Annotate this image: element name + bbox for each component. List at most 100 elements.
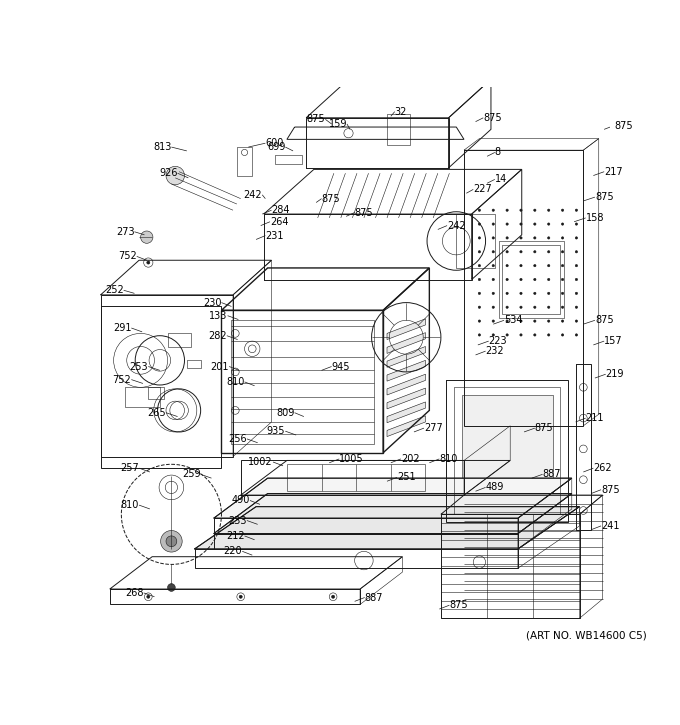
Text: 257: 257 bbox=[120, 463, 139, 473]
Circle shape bbox=[547, 209, 550, 212]
Text: 268: 268 bbox=[125, 588, 143, 598]
Text: 242: 242 bbox=[243, 190, 262, 200]
Circle shape bbox=[492, 278, 494, 281]
Circle shape bbox=[534, 209, 536, 212]
Circle shape bbox=[478, 292, 481, 294]
Circle shape bbox=[534, 306, 536, 308]
Circle shape bbox=[506, 306, 508, 308]
Text: 223: 223 bbox=[489, 336, 507, 346]
Text: 752: 752 bbox=[118, 252, 137, 262]
Text: 277: 277 bbox=[424, 423, 443, 433]
Circle shape bbox=[506, 292, 508, 294]
Text: 232: 232 bbox=[486, 346, 504, 356]
Polygon shape bbox=[194, 507, 579, 549]
Text: 291: 291 bbox=[113, 323, 131, 333]
Circle shape bbox=[520, 209, 522, 212]
Text: 273: 273 bbox=[116, 227, 135, 237]
Text: 242: 242 bbox=[447, 220, 466, 231]
Circle shape bbox=[534, 237, 536, 239]
Text: 699: 699 bbox=[267, 142, 286, 152]
Text: 875: 875 bbox=[595, 315, 613, 326]
Text: 253: 253 bbox=[130, 362, 148, 371]
Circle shape bbox=[547, 320, 550, 322]
Text: 752: 752 bbox=[113, 375, 131, 384]
Text: 810: 810 bbox=[439, 454, 458, 464]
Text: 875: 875 bbox=[307, 115, 326, 125]
Circle shape bbox=[520, 292, 522, 294]
Text: 217: 217 bbox=[604, 167, 623, 177]
Circle shape bbox=[562, 334, 564, 336]
Text: 211: 211 bbox=[585, 413, 604, 423]
Polygon shape bbox=[387, 374, 426, 395]
Circle shape bbox=[506, 209, 508, 212]
Circle shape bbox=[575, 237, 577, 239]
Circle shape bbox=[520, 265, 522, 267]
Circle shape bbox=[575, 320, 577, 322]
Text: 14: 14 bbox=[495, 175, 507, 184]
Text: 32: 32 bbox=[394, 107, 407, 117]
Text: 1005: 1005 bbox=[339, 454, 364, 464]
Circle shape bbox=[239, 595, 242, 598]
Circle shape bbox=[562, 237, 564, 239]
Circle shape bbox=[332, 595, 335, 598]
Circle shape bbox=[492, 237, 494, 239]
Circle shape bbox=[478, 306, 481, 308]
Text: 256: 256 bbox=[228, 434, 247, 444]
Text: 490: 490 bbox=[232, 495, 250, 505]
Circle shape bbox=[547, 223, 550, 225]
Text: 241: 241 bbox=[601, 521, 619, 531]
Circle shape bbox=[520, 223, 522, 225]
Circle shape bbox=[562, 306, 564, 308]
Circle shape bbox=[547, 265, 550, 267]
Text: 600: 600 bbox=[265, 138, 284, 148]
Circle shape bbox=[492, 251, 494, 253]
Circle shape bbox=[534, 292, 536, 294]
Text: 282: 282 bbox=[208, 331, 227, 341]
Text: 231: 231 bbox=[265, 231, 284, 241]
Circle shape bbox=[562, 265, 564, 267]
Text: 157: 157 bbox=[604, 336, 623, 346]
Polygon shape bbox=[387, 360, 426, 381]
Circle shape bbox=[492, 334, 494, 336]
Text: 926: 926 bbox=[159, 168, 177, 178]
Circle shape bbox=[506, 320, 508, 322]
Circle shape bbox=[506, 237, 508, 239]
Circle shape bbox=[547, 306, 550, 308]
Text: 887: 887 bbox=[364, 592, 383, 602]
Text: 202: 202 bbox=[401, 454, 420, 464]
Text: 265: 265 bbox=[148, 407, 166, 418]
Circle shape bbox=[562, 292, 564, 294]
Text: 887: 887 bbox=[543, 469, 561, 479]
Text: 489: 489 bbox=[486, 482, 504, 492]
Text: 935: 935 bbox=[267, 426, 286, 436]
Circle shape bbox=[478, 334, 481, 336]
Circle shape bbox=[562, 320, 564, 322]
Polygon shape bbox=[214, 478, 572, 518]
Text: 251: 251 bbox=[397, 473, 415, 482]
Circle shape bbox=[520, 306, 522, 308]
Polygon shape bbox=[387, 416, 426, 436]
Circle shape bbox=[506, 251, 508, 253]
Text: 945: 945 bbox=[332, 362, 350, 371]
Circle shape bbox=[478, 278, 481, 281]
Circle shape bbox=[534, 334, 536, 336]
Text: 809: 809 bbox=[276, 407, 294, 418]
Polygon shape bbox=[387, 402, 426, 423]
Circle shape bbox=[478, 265, 481, 267]
Circle shape bbox=[575, 334, 577, 336]
Circle shape bbox=[492, 223, 494, 225]
Text: 264: 264 bbox=[270, 217, 288, 227]
Circle shape bbox=[478, 209, 481, 212]
Circle shape bbox=[506, 223, 508, 225]
Text: 201: 201 bbox=[211, 362, 229, 371]
Circle shape bbox=[562, 209, 564, 212]
Circle shape bbox=[534, 320, 536, 322]
Text: 875: 875 bbox=[535, 423, 554, 433]
Circle shape bbox=[492, 292, 494, 294]
Polygon shape bbox=[387, 333, 426, 353]
Circle shape bbox=[520, 320, 522, 322]
Text: 875: 875 bbox=[595, 192, 613, 202]
Polygon shape bbox=[387, 319, 426, 339]
Text: 875: 875 bbox=[355, 207, 373, 218]
Circle shape bbox=[160, 531, 182, 552]
